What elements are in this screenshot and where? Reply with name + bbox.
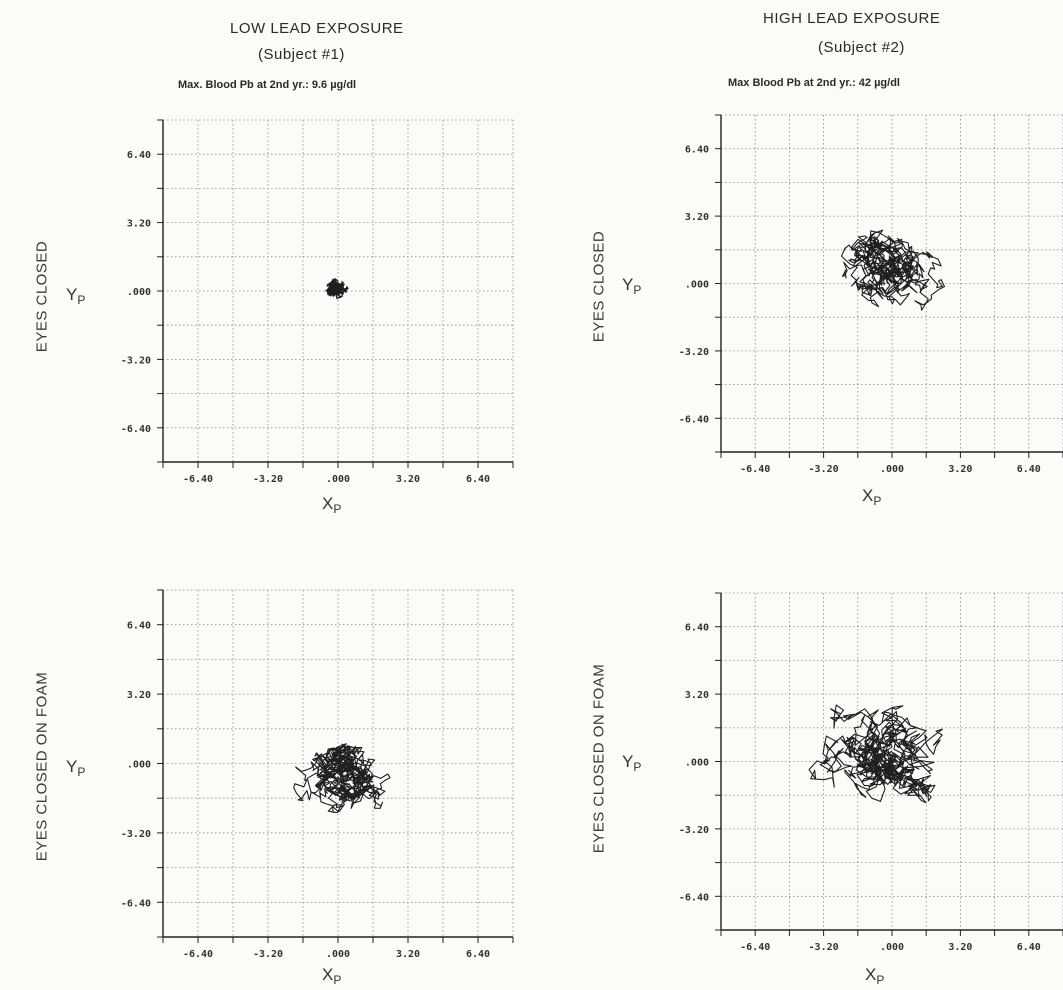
y-tick-label: -3.20 (679, 347, 709, 358)
y-tick-label: -3.20 (121, 829, 151, 840)
col2-blood: Max Blood Pb at 2nd yr.: 42 µg/dl (728, 77, 900, 89)
plot-1: -6.40 -6.40 -3.20 -3.20 .000 .000 3.20 3.20 6.40… (121, 119, 514, 485)
plot-4: -6.40 -6.40 -3.20 -3.20 .000 .000 3.20 3.20 6.40… (679, 592, 1063, 953)
yp-label-4: YP (622, 752, 642, 774)
y-tick-label: 3.20 (685, 690, 709, 701)
x-tick-label: -6.40 (740, 464, 770, 475)
y-tick-label: 6.40 (685, 623, 709, 634)
plot-2: -6.40 -6.40 -3.20 -3.20 .000 .000 3.20 3.20 6.40… (679, 114, 1063, 475)
x-tick-label: 6.40 (466, 474, 490, 485)
x-tick-label: 3.20 (948, 942, 972, 953)
y-tick-label: .000 (685, 280, 709, 291)
col1-blood: Max. Blood Pb at 2nd yr.: 9.6 µg/dl (178, 79, 357, 91)
x-tick-label: 6.40 (1017, 464, 1041, 475)
yp-label-2: YP (622, 275, 642, 297)
col1-title: LOW LEAD EXPOSURE (230, 20, 404, 37)
x-tick-label: 3.20 (396, 474, 420, 485)
y-tick-label: .000 (127, 760, 151, 771)
x-tick-label: .000 (880, 942, 904, 953)
y-tick-label: .000 (127, 287, 151, 298)
y-tick-label: -6.40 (121, 424, 151, 435)
y-tick-label: 3.20 (685, 212, 709, 223)
y-tick-label: -6.40 (121, 898, 151, 909)
sway-trace (840, 229, 946, 311)
xp-label-2: XP (862, 486, 882, 508)
x-tick-label: .000 (880, 464, 904, 475)
x-tick-label: -6.40 (183, 949, 213, 960)
yp-label-3: YP (66, 757, 86, 779)
xp-label-3: XP (322, 965, 342, 987)
yp-label-1: YP (66, 285, 86, 307)
y-tick-label: -6.40 (679, 414, 709, 425)
y-tick-label: 6.40 (685, 145, 709, 156)
y-tick-label: 6.40 (127, 150, 151, 161)
y-tick-label: -3.20 (679, 825, 709, 836)
sway-trace (325, 278, 349, 300)
xp-label-4: XP (865, 965, 885, 987)
x-tick-label: 6.40 (1017, 942, 1041, 953)
x-tick-label: -3.20 (809, 942, 839, 953)
y-tick-label: 3.20 (127, 219, 151, 230)
x-tick-label: -3.20 (253, 474, 283, 485)
x-tick-label: -3.20 (253, 949, 283, 960)
y-tick-label: -6.40 (679, 892, 709, 903)
x-tick-label: -6.40 (740, 942, 770, 953)
x-tick-label: 3.20 (396, 949, 420, 960)
x-tick-label: .000 (326, 949, 350, 960)
y-tick-label: 3.20 (127, 690, 151, 701)
col2-subject: (Subject #2) (818, 39, 905, 56)
x-tick-label: -6.40 (183, 474, 213, 485)
x-tick-label: .000 (326, 474, 350, 485)
x-tick-label: -3.20 (809, 464, 839, 475)
x-tick-label: 3.20 (948, 464, 972, 475)
xp-label-1: XP (322, 494, 342, 516)
x-tick-label: 6.40 (466, 949, 490, 960)
sway-trace (293, 743, 391, 814)
y-tick-label: .000 (685, 758, 709, 769)
col1-subject: (Subject #1) (258, 46, 345, 63)
plot-3: -6.40 -6.40 -3.20 -3.20 .000 .000 3.20 3.20 6.40… (121, 589, 514, 960)
sway-trace (808, 704, 943, 804)
col2-title: HIGH LEAD EXPOSURE (763, 10, 941, 27)
y-tick-label: 6.40 (127, 621, 151, 632)
y-tick-label: -3.20 (121, 355, 151, 366)
